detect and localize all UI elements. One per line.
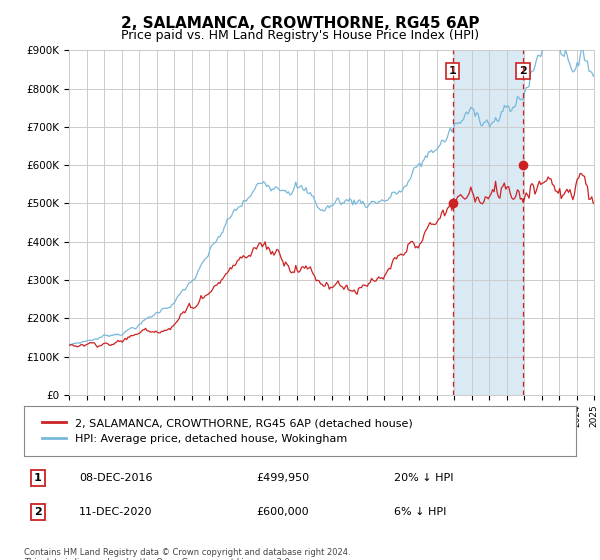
Bar — [453, 50, 523, 395]
Text: 08-DEC-2016: 08-DEC-2016 — [79, 473, 152, 483]
Text: 2, SALAMANCA, CROWTHORNE, RG45 6AP: 2, SALAMANCA, CROWTHORNE, RG45 6AP — [121, 16, 479, 31]
Text: £600,000: £600,000 — [256, 507, 308, 517]
Text: 2: 2 — [34, 507, 41, 517]
Text: 6% ↓ HPI: 6% ↓ HPI — [394, 507, 446, 517]
Legend: 2, SALAMANCA, CROWTHORNE, RG45 6AP (detached house), HPI: Average price, detache: 2, SALAMANCA, CROWTHORNE, RG45 6AP (deta… — [35, 412, 419, 451]
Text: Price paid vs. HM Land Registry's House Price Index (HPI): Price paid vs. HM Land Registry's House … — [121, 29, 479, 42]
Text: 11-DEC-2020: 11-DEC-2020 — [79, 507, 152, 517]
Text: 2: 2 — [519, 66, 527, 76]
Text: Contains HM Land Registry data © Crown copyright and database right 2024.
This d: Contains HM Land Registry data © Crown c… — [24, 548, 350, 560]
Text: £499,950: £499,950 — [256, 473, 309, 483]
Text: 1: 1 — [34, 473, 41, 483]
Text: 20% ↓ HPI: 20% ↓ HPI — [394, 473, 454, 483]
Text: 1: 1 — [449, 66, 457, 76]
